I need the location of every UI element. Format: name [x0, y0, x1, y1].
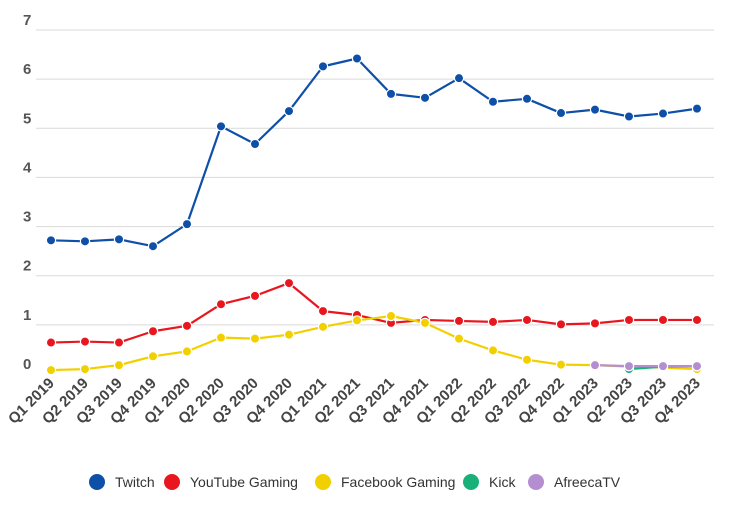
data-point-youtube-gaming: [589, 318, 601, 329]
data-point-facebook-gaming: [283, 329, 295, 340]
legend-swatch-kick: [463, 474, 479, 490]
data-point-facebook-gaming: [453, 333, 465, 344]
data-point-youtube-gaming: [623, 314, 635, 326]
data-point-twitch: [419, 92, 431, 104]
legend-item-kick: Kick: [463, 474, 516, 490]
data-point-youtube-gaming: [113, 337, 125, 348]
y-tick-label-2: 2: [23, 258, 31, 275]
data-point-twitch: [623, 111, 635, 122]
data-point-twitch: [351, 53, 363, 64]
data-point-twitch: [385, 88, 397, 100]
data-point-facebook-gaming: [147, 351, 159, 362]
data-point-afreecatv: [691, 360, 703, 372]
legend-swatch-twitch: [89, 474, 105, 490]
legend-item-facebook-gaming: Facebook Gaming: [315, 474, 455, 490]
series-line-twitch: [50, 57, 698, 248]
data-point-facebook-gaming: [113, 359, 125, 371]
legend-item-twitch: Twitch: [89, 474, 155, 490]
data-point-youtube-gaming: [249, 290, 261, 302]
legend-item-afreecatv: AfreecaTV: [528, 474, 621, 490]
data-point-youtube-gaming: [317, 305, 329, 317]
data-point-youtube-gaming: [283, 277, 295, 289]
data-point-twitch: [45, 235, 57, 246]
data-point-youtube-gaming: [555, 319, 567, 330]
data-point-twitch: [657, 108, 669, 119]
data-point-facebook-gaming: [317, 321, 329, 333]
data-point-facebook-gaming: [555, 359, 567, 370]
y-tick-label-5: 5: [23, 110, 31, 127]
data-point-youtube-gaming: [657, 314, 669, 326]
y-tick-label-3: 3: [23, 209, 31, 226]
data-point-afreecatv: [657, 360, 669, 372]
legend-item-youtube-gaming: YouTube Gaming: [164, 474, 298, 490]
data-point-twitch: [249, 138, 261, 150]
y-axis-tick-labels: 0 1 2 3 4 5 6 7: [23, 12, 32, 373]
data-point-twitch: [181, 218, 193, 230]
data-point-youtube-gaming: [215, 299, 227, 310]
data-point-twitch: [555, 107, 567, 119]
data-point-twitch: [453, 72, 465, 84]
data-point-facebook-gaming: [181, 346, 193, 357]
data-point-youtube-gaming: [521, 314, 533, 326]
data-point-twitch: [79, 236, 91, 247]
series-line-youtube-gaming: [50, 281, 697, 344]
y-tick-label-1: 1: [23, 307, 31, 324]
legend: Twitch YouTube Gaming Facebook Gaming Kick A…: [89, 474, 621, 490]
data-point-youtube-gaming: [181, 320, 193, 332]
legend-label-facebook-gaming: Facebook Gaming: [341, 474, 455, 490]
series-line-facebook-gaming: [50, 314, 698, 372]
series-youtube-gaming: [45, 277, 703, 348]
data-point-twitch: [521, 93, 533, 105]
data-point-twitch: [317, 61, 329, 72]
data-point-facebook-gaming: [351, 315, 363, 326]
legend-label-youtube-gaming: YouTube Gaming: [190, 474, 298, 490]
data-point-youtube-gaming: [487, 316, 499, 328]
data-point-twitch: [113, 234, 125, 245]
data-point-twitch: [589, 104, 601, 115]
data-point-youtube-gaming: [45, 337, 57, 348]
data-point-afreecatv: [589, 359, 601, 371]
series-afreecatv: [589, 359, 703, 372]
data-point-facebook-gaming: [215, 332, 227, 343]
data-point-facebook-gaming: [249, 333, 261, 344]
legend-swatch-afreecatv: [528, 474, 544, 490]
data-point-twitch: [487, 96, 499, 107]
y-tick-label-7: 7: [23, 12, 31, 29]
data-point-youtube-gaming: [79, 336, 91, 347]
legend-swatch-facebook-gaming: [315, 474, 331, 490]
data-point-facebook-gaming: [521, 354, 533, 365]
data-point-afreecatv: [623, 360, 635, 372]
series-line-afreecatv: [594, 364, 697, 368]
legend-label-twitch: Twitch: [115, 474, 155, 490]
data-point-facebook-gaming: [487, 345, 499, 356]
data-point-facebook-gaming: [79, 363, 91, 375]
data-point-twitch: [147, 241, 159, 252]
data-point-youtube-gaming: [147, 326, 159, 337]
data-point-youtube-gaming: [691, 314, 703, 326]
data-point-facebook-gaming: [385, 310, 397, 322]
legend-label-afreecatv: AfreecaTV: [554, 474, 621, 490]
data-point-twitch: [283, 105, 295, 117]
y-tick-label-4: 4: [23, 159, 32, 176]
data-point-youtube-gaming: [453, 315, 465, 327]
data-point-facebook-gaming: [419, 317, 431, 329]
legend-swatch-youtube-gaming: [164, 474, 180, 490]
data-point-facebook-gaming: [45, 364, 57, 376]
legend-label-kick: Kick: [489, 474, 516, 490]
data-point-twitch: [691, 103, 703, 114]
series-twitch: [45, 53, 703, 252]
series-lines: [45, 53, 703, 376]
y-tick-label-0: 0: [23, 356, 31, 373]
gridlines: [36, 29, 714, 326]
data-point-twitch: [215, 121, 227, 132]
y-tick-label-6: 6: [23, 61, 31, 78]
